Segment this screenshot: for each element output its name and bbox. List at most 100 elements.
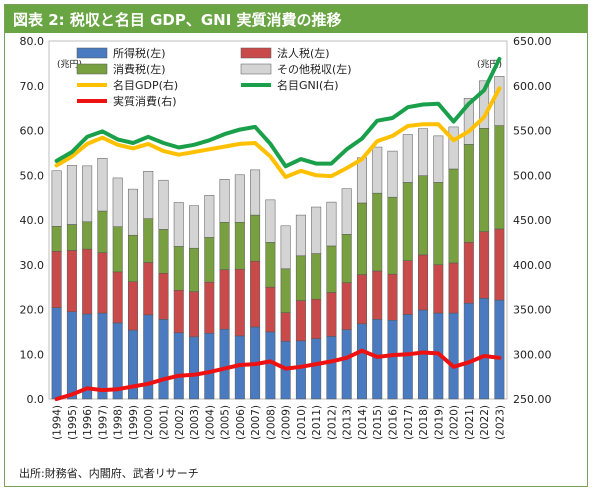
x-tick-label: (1998) <box>113 405 125 440</box>
left-tick-label: 70.0 <box>20 80 45 93</box>
bar-segment <box>341 329 352 400</box>
bar-segment <box>295 340 306 400</box>
bar-segment <box>204 332 215 400</box>
legend-swatch <box>76 63 108 75</box>
bar-segment <box>356 323 367 400</box>
series-line <box>54 86 502 179</box>
bar-segment <box>372 319 383 400</box>
bar-segment <box>402 260 413 315</box>
bar-segment <box>265 242 276 288</box>
bar-segment <box>433 135 444 183</box>
bar-segment <box>234 268 245 337</box>
bar-segment <box>204 237 215 283</box>
bar-segment <box>51 170 62 227</box>
x-tick-label: (2005) <box>220 405 232 440</box>
bar-segment <box>280 312 291 342</box>
x-tick-label: (2000) <box>143 405 155 440</box>
bar-segment <box>402 314 413 400</box>
x-tick-label: (2003) <box>189 405 201 440</box>
bar-segment <box>234 174 245 223</box>
bar-segment <box>433 182 444 265</box>
bar-segment <box>356 202 367 275</box>
bar-segment <box>311 298 322 339</box>
bar-segment <box>204 195 215 238</box>
bar-segment <box>494 228 505 301</box>
bar-segment <box>143 170 154 219</box>
legend-label: 名目GNI(右) <box>277 78 339 92</box>
x-tick-label: (2022) <box>479 405 491 440</box>
right-tick-label: 250.00 <box>513 393 552 406</box>
bar-segment <box>97 210 108 253</box>
bar-segment <box>387 150 398 198</box>
x-tick-label: (2011) <box>311 405 323 440</box>
bar-segment <box>173 246 184 291</box>
bar-segment <box>127 234 138 283</box>
bar-segment <box>189 205 200 249</box>
bar-segment <box>326 245 337 293</box>
series-line <box>54 348 502 401</box>
x-tick-label: (2018) <box>418 405 430 440</box>
bar-segment <box>448 262 459 314</box>
bar-segment <box>158 319 169 400</box>
bar-segment <box>219 221 230 270</box>
bar-segment <box>173 290 184 334</box>
source-note: 出所:財務省、内閣府、武者リサーチ <box>19 467 199 480</box>
plot-area <box>48 40 508 400</box>
bar-segment <box>82 248 93 315</box>
bar-segment <box>311 338 322 400</box>
bar-segment <box>112 271 123 324</box>
bar-segment <box>295 255 306 301</box>
series-line <box>54 56 502 169</box>
bar-segment <box>143 262 154 316</box>
bar-segment <box>311 253 322 300</box>
bar-segment <box>341 282 352 330</box>
bar-segment <box>204 281 215 334</box>
right-tick-label: 400.00 <box>513 259 552 272</box>
left-tick-label: 50.0 <box>20 169 45 182</box>
bar-segment <box>51 307 62 400</box>
bar-segment <box>326 292 337 337</box>
x-tick-label: (2012) <box>326 405 338 440</box>
bar-segment <box>158 179 169 230</box>
right-axis-unit: (兆円) <box>477 59 502 70</box>
bar-segment <box>311 206 322 254</box>
bar-segment <box>463 302 474 400</box>
bar-segment <box>372 270 383 320</box>
bar-segment <box>127 281 138 331</box>
x-tick-label: (1999) <box>128 405 140 440</box>
bar-segment <box>250 214 261 262</box>
legend-swatch <box>240 47 272 59</box>
bar-segment <box>326 336 337 400</box>
chart-frame: 図表 2: 税収と名目 GDP、GNI 実質消費の推移 0.0 10.0 20.0 3… <box>4 4 588 487</box>
bar-segment <box>402 134 413 183</box>
bar-segment <box>387 319 398 400</box>
bar-segment <box>448 126 459 170</box>
bar-segment <box>265 331 276 400</box>
bar-segment <box>402 182 413 261</box>
bar-segment <box>219 269 230 330</box>
bar-segment <box>51 251 62 308</box>
bar-segment <box>356 274 367 325</box>
x-tick-label: (2010) <box>296 405 308 440</box>
x-tick-label: (2014) <box>357 405 369 440</box>
x-tick-label: (1997) <box>97 405 109 440</box>
bar-segment <box>112 177 123 227</box>
x-tick-label: (2006) <box>235 405 247 440</box>
bar-segment <box>234 221 245 270</box>
bar-segment <box>173 202 184 247</box>
bar-segment <box>372 146 383 194</box>
x-tick-label: (2015) <box>372 405 384 440</box>
bar-segment <box>82 221 93 250</box>
right-tick-label: 450.00 <box>513 214 552 227</box>
bar-segment <box>341 188 352 235</box>
bar-segment <box>387 273 398 321</box>
x-tick-label: (1995) <box>67 405 79 440</box>
bar-segment <box>250 260 261 328</box>
x-tick-label: (2023) <box>494 405 506 440</box>
bar-segment <box>479 298 490 400</box>
left-tick-label: 0.0 <box>27 393 45 406</box>
bar-segment <box>127 188 138 236</box>
x-tick-label: (2004) <box>204 405 216 440</box>
bar-segment <box>250 169 261 216</box>
legend-label: 消費税(左) <box>113 62 166 76</box>
